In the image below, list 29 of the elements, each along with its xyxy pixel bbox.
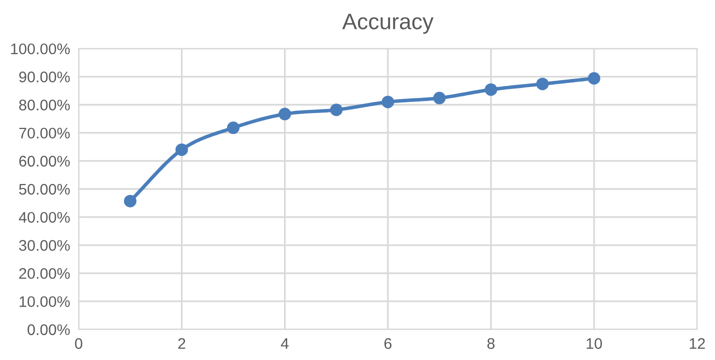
x-tick-label: 10: [586, 338, 602, 349]
x-tick-label: 8: [487, 338, 495, 349]
point: [382, 96, 394, 108]
point: [536, 78, 549, 90]
point: [124, 194, 136, 208]
y-tick-label: 100.00%: [11, 43, 70, 54]
point: [484, 83, 498, 96]
point: [278, 108, 292, 120]
y-tick-label: 30.00%: [19, 240, 70, 251]
point: [330, 104, 343, 116]
point: [227, 122, 240, 134]
y-tick-label: 80.00%: [19, 100, 70, 110]
y-tick-label: 40.00%: [18, 212, 70, 223]
y-tick-label: 90.00%: [19, 72, 70, 82]
x-tick-label: 4: [280, 338, 289, 349]
point: [588, 72, 600, 85]
y-tick-label: 20.00%: [19, 268, 70, 279]
x-tick-label: 12: [690, 338, 705, 349]
y-tick-label: 10.00%: [20, 296, 70, 308]
y-tick-label: 50.00%: [19, 184, 70, 195]
chart-title: Accuracy: [342, 14, 434, 34]
x-tick-label: 0: [75, 338, 82, 349]
point: [433, 92, 446, 104]
y-tick-label: 70.00%: [19, 128, 70, 139]
point: [175, 143, 188, 156]
x-tick-label: 6: [384, 338, 392, 349]
y-tick-label: 0.00%: [28, 324, 70, 336]
x-tick-label: 2: [178, 338, 186, 349]
y-tick-label: 60.00%: [19, 156, 70, 167]
